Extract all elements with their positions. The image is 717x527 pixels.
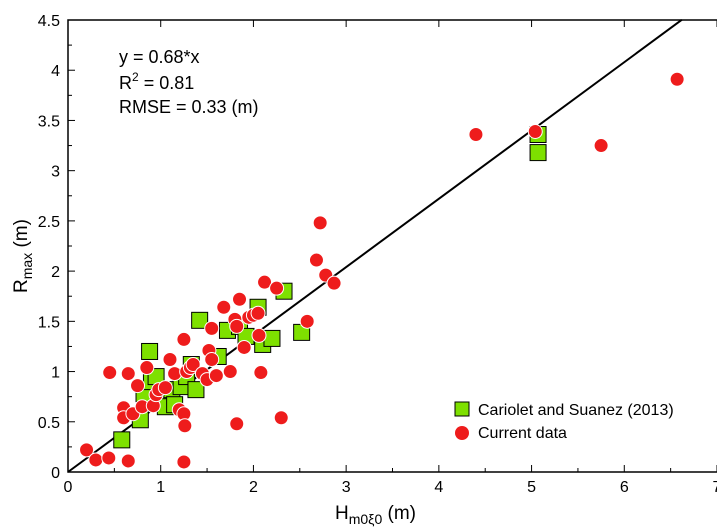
data-point-square (529, 144, 547, 162)
data-point-circle (101, 450, 117, 466)
data-point-circle (204, 352, 220, 368)
data-point-circle (229, 318, 245, 334)
data-point-circle (176, 454, 192, 470)
y-tick-label: 3 (51, 164, 60, 181)
x-tick-label: 3 (342, 479, 351, 496)
y-tick-label: 2 (51, 264, 60, 281)
y-axis-title-unit: (m) (11, 219, 32, 253)
data-point-circle (79, 442, 95, 458)
r-squared-exponent: 2 (132, 70, 139, 84)
data-point-circle (216, 299, 232, 315)
data-point-square (187, 381, 205, 399)
x-tick-label: 1 (156, 479, 165, 496)
data-point-circle (120, 366, 136, 382)
y-tick-label: 0 (51, 465, 60, 482)
y-tick-label: 4.5 (38, 13, 60, 30)
data-point-circle (251, 327, 267, 343)
legend-marker-current-data (455, 426, 469, 440)
data-point-circle (204, 320, 220, 336)
data-point-square (113, 431, 131, 449)
y-axis-title-main: R (11, 279, 32, 293)
y-axis-title-sub: max (19, 253, 35, 279)
data-point-circle (273, 410, 289, 426)
data-point-circle (299, 313, 315, 329)
rmse-annotation: RMSE = 0.33 (m) (119, 97, 259, 117)
y-tick-label: 0.5 (38, 415, 60, 432)
data-point-circle (312, 215, 328, 231)
data-point-circle (236, 339, 252, 355)
data-point-circle (257, 274, 273, 290)
x-tick-label: 0 (64, 479, 73, 496)
data-point-circle (177, 418, 193, 434)
data-point-circle (185, 357, 201, 373)
data-point-circle (269, 280, 285, 296)
y-tick-label: 4 (51, 63, 60, 80)
data-point-circle (527, 123, 543, 139)
x-axis-title-main: H (335, 503, 349, 524)
data-point-square (191, 311, 209, 329)
data-point-circle (120, 453, 136, 469)
r-squared: R2 = 0.81 (119, 70, 194, 93)
x-axis-title-unit: (m) (382, 503, 416, 524)
data-point-square (141, 342, 159, 360)
data-point-circle (229, 416, 245, 432)
y-tick-label: 3.5 (38, 113, 60, 130)
legend-label-cariolet-suanez: Cariolet and Suanez (2013) (478, 402, 674, 419)
x-axis-ticks: 0 1 2 3 4 5 6 7 (64, 20, 717, 496)
data-point-circle (102, 365, 118, 381)
x-tick-label: 2 (249, 479, 258, 496)
data-point-circle (250, 305, 266, 321)
data-point-circle (669, 71, 685, 87)
data-point-circle (130, 378, 146, 394)
plot-area (67, 19, 717, 473)
x-tick-label: 7 (713, 479, 717, 496)
y-axis-title: Rmax (m) (11, 219, 35, 293)
data-point-circle (222, 364, 238, 380)
data-point-circle (157, 380, 173, 396)
data-point-circle (232, 291, 248, 307)
y-tick-label: 1 (51, 365, 60, 382)
y-axis-ticks: 0 0.5 1 1.5 2 2.5 3 3.5 4 4.5 (38, 13, 75, 482)
data-point-circle (139, 360, 155, 376)
legend-marker-cariolet-suanez (454, 401, 470, 417)
x-tick-label: 5 (527, 479, 536, 496)
fit-equation: y = 0.68*x (119, 47, 200, 67)
x-tick-label: 4 (434, 479, 443, 496)
y-tick-label: 2.5 (38, 214, 60, 231)
data-point-circle (162, 352, 178, 368)
data-point-circle (593, 138, 609, 154)
data-point-square (263, 329, 281, 347)
x-axis-title: Hm0ξ0 (m) (335, 503, 416, 527)
r-squared-value: = 0.81 (139, 73, 195, 93)
x-tick-label: 6 (620, 479, 629, 496)
data-point-circle (208, 368, 224, 384)
data-point-circle (308, 252, 324, 268)
series-current-data (79, 71, 685, 470)
y-tick-label: 1.5 (38, 314, 60, 331)
legend: Cariolet and Suanez (2013) Current data (454, 401, 674, 442)
data-point-circle (468, 127, 484, 143)
r-squared-base: R (119, 73, 132, 93)
x-axis-title-sub: m0ξ0 (349, 511, 383, 527)
data-point-circle (326, 275, 342, 291)
data-point-circle (176, 331, 192, 347)
data-point-circle (88, 452, 104, 468)
data-point-circle (253, 365, 269, 381)
legend-label-current-data: Current data (478, 425, 567, 442)
